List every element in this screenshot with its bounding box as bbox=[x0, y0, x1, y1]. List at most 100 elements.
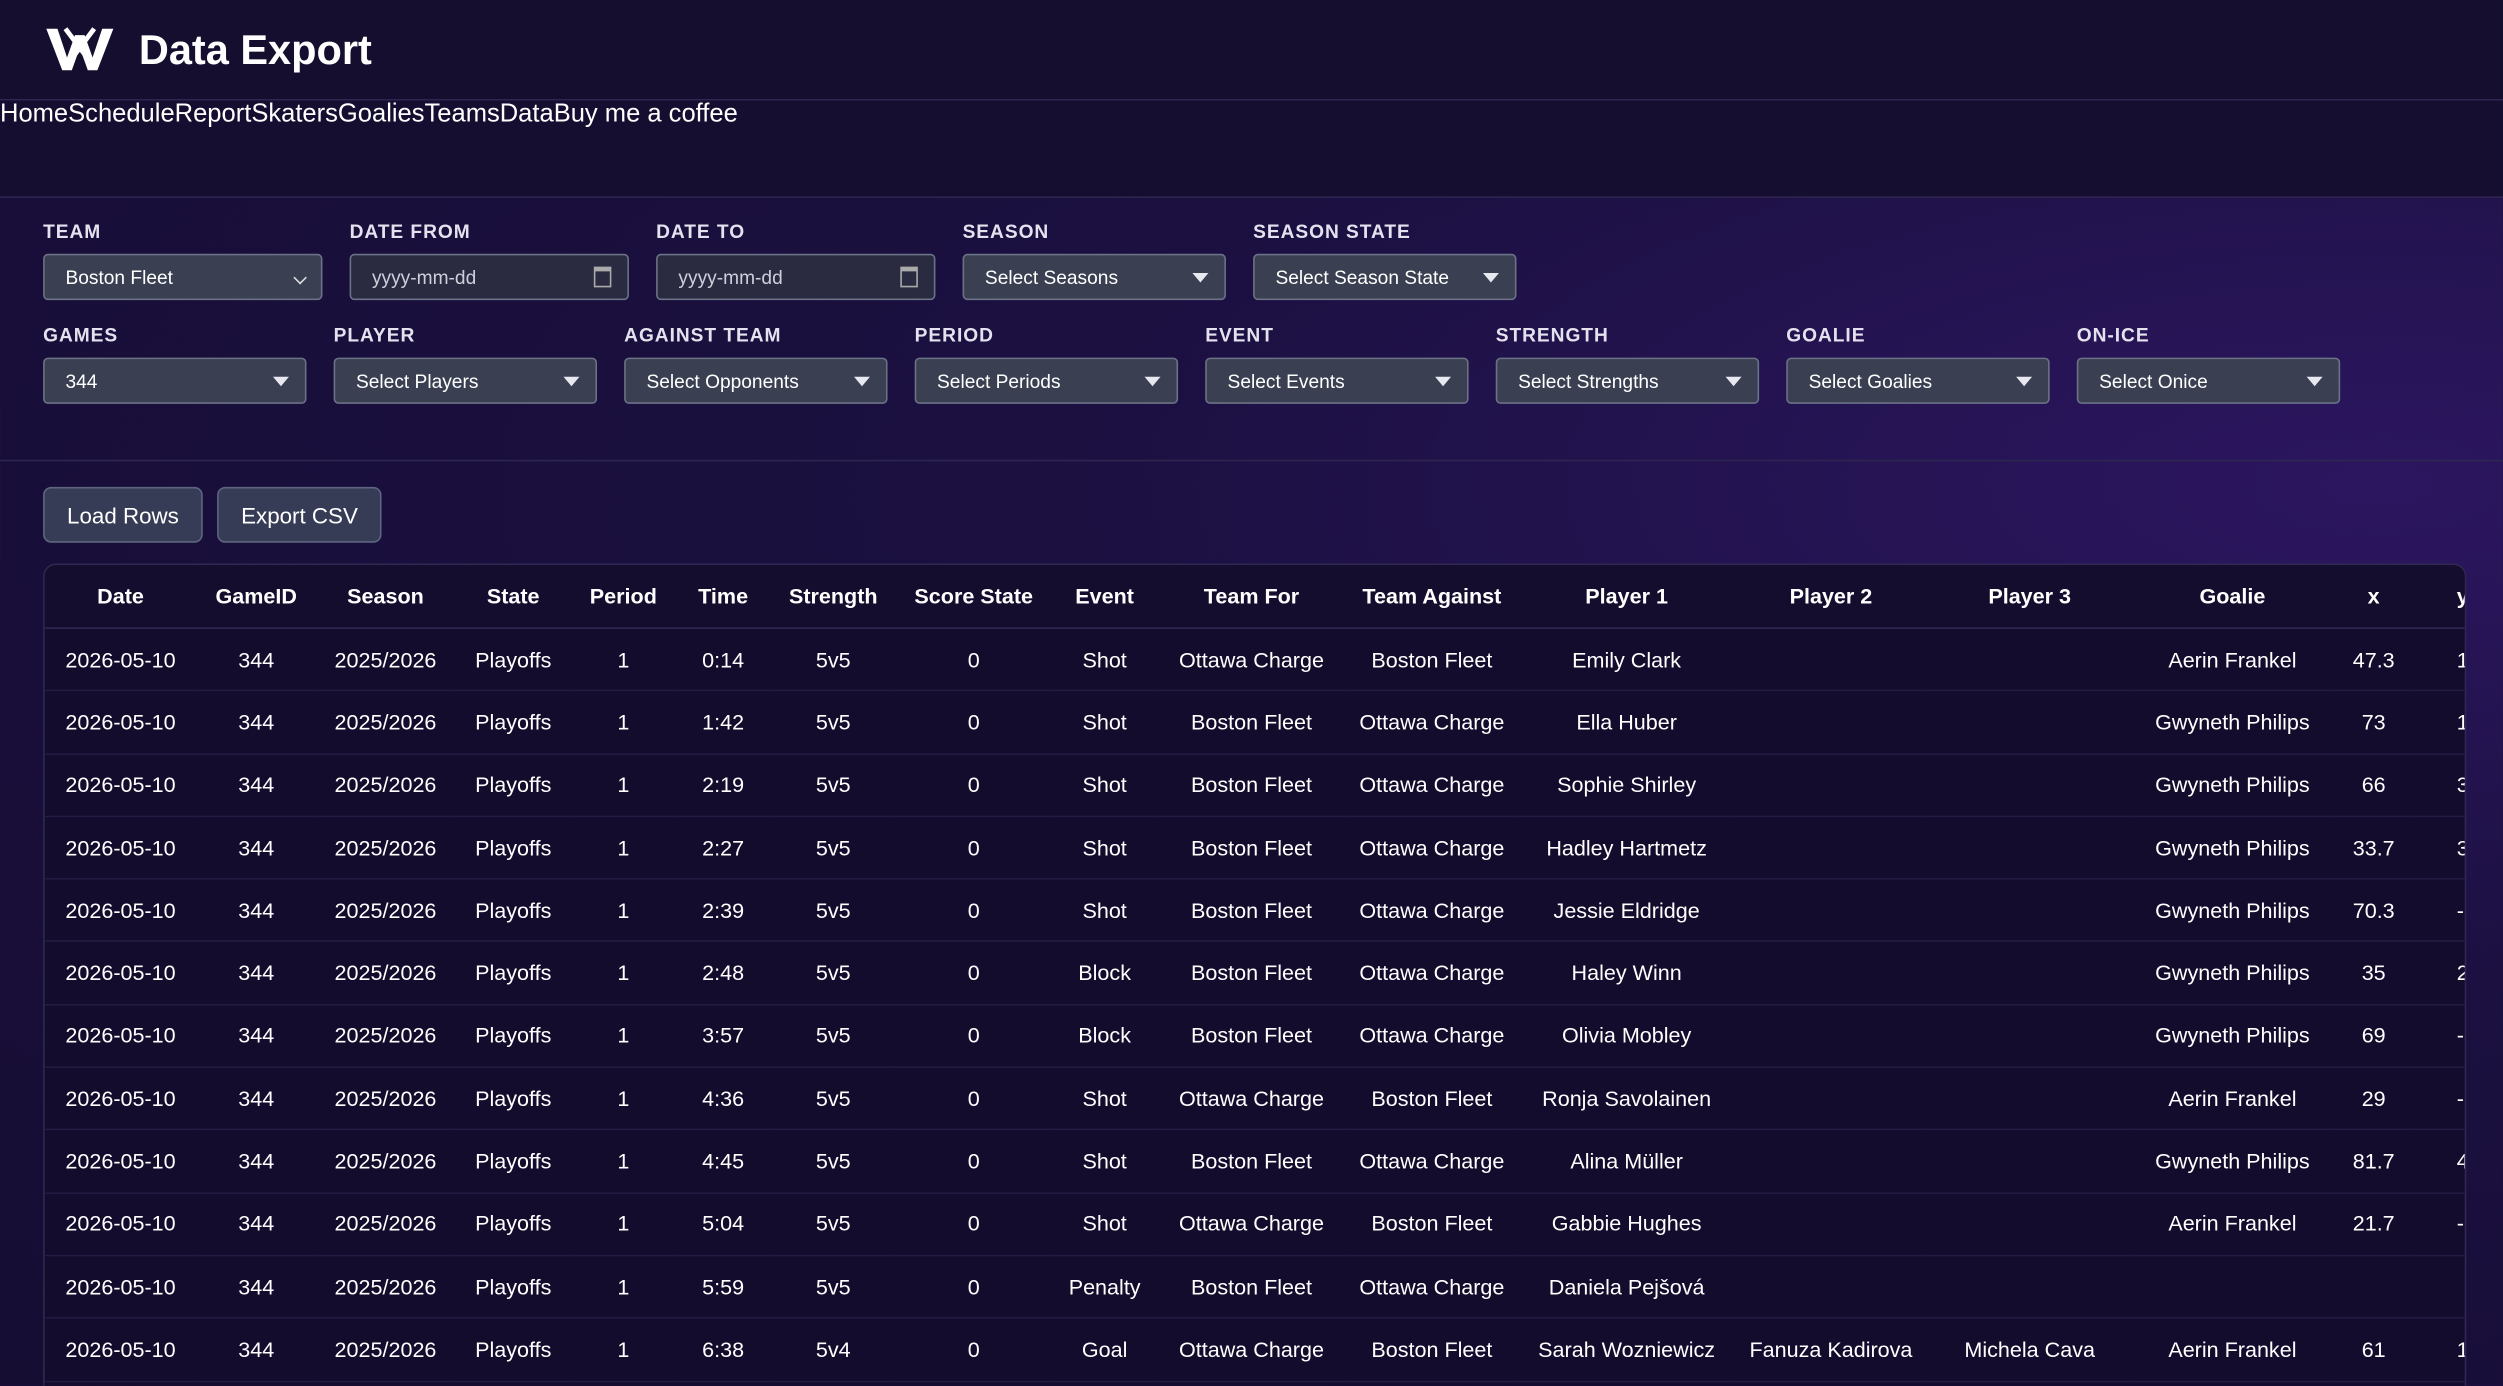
table-cell: 2026-05-10 bbox=[44, 1129, 197, 1194]
table-cell: Playoffs bbox=[454, 1067, 572, 1131]
table-cell: 5v5 bbox=[771, 816, 896, 880]
nav-item[interactable]: Data bbox=[500, 101, 554, 197]
nav-item[interactable]: Schedule bbox=[68, 101, 175, 197]
table-cell: Shot bbox=[1051, 753, 1158, 818]
table-cell: Gwyneth Philips bbox=[2132, 1380, 2333, 1386]
table-row: 2026-05-10 344 2025/2026 Playoffs 1 6:38 5v4 0 G… bbox=[44, 1318, 2465, 1382]
table-cell: Jessie Eldridge bbox=[1518, 879, 1736, 943]
table-cell: 1 bbox=[571, 690, 676, 755]
table-cell: 344 bbox=[196, 753, 317, 818]
table-cell: Boston Fleet bbox=[1157, 1380, 1346, 1386]
table-cell: Boston Fleet bbox=[1157, 1255, 1346, 1319]
table-cell bbox=[1926, 1004, 2133, 1069]
nav-item[interactable]: Home bbox=[0, 101, 68, 197]
table-cell: 4. bbox=[2415, 1129, 2465, 1194]
table-cell bbox=[1926, 879, 2133, 943]
table-cell: Boston Fleet bbox=[1157, 816, 1346, 880]
button[interactable]: Export CSV bbox=[217, 486, 382, 543]
table-cell: Boston Fleet bbox=[1157, 879, 1346, 943]
table-cell: 0 bbox=[895, 941, 1052, 1006]
filter-select[interactable]: Select Season State bbox=[1253, 253, 1517, 301]
filter-value: Boston Fleet bbox=[65, 265, 173, 289]
filter-select[interactable]: Select Players bbox=[333, 357, 598, 404]
filter-select[interactable]: yyyy-mm-dd bbox=[656, 253, 936, 301]
table-cell: Shot bbox=[1051, 879, 1158, 943]
filter-select[interactable]: Boston Fleet bbox=[43, 253, 323, 301]
filter-select[interactable]: Select Opponents bbox=[624, 357, 888, 404]
filter-select[interactable]: Select Periods bbox=[914, 357, 1179, 404]
table-cell: Alina Müller bbox=[1518, 1380, 1736, 1386]
table-cell: Boston Fleet bbox=[1157, 941, 1346, 1006]
table-cell: Playoffs bbox=[454, 941, 572, 1006]
table-cell bbox=[1735, 941, 1927, 1006]
table-cell: -36 bbox=[2415, 1192, 2465, 1257]
filter-value: 344 bbox=[65, 369, 98, 392]
table-row: 2026-05-103442025/2026Playoffs16:495v5-1… bbox=[44, 1380, 2465, 1386]
table-cell bbox=[1926, 1067, 2133, 1131]
table-cell: Gwyneth Philips bbox=[2132, 941, 2333, 1006]
filter-select[interactable]: 344 bbox=[43, 357, 307, 404]
filter: SEASON STATE Select Season State bbox=[1253, 220, 1517, 301]
table-cell: 0 bbox=[895, 1067, 1052, 1131]
filter: AGAINST TEAM Select Opponents bbox=[624, 324, 888, 404]
filter-label: DATE TO bbox=[656, 220, 746, 243]
column-header: Event bbox=[1051, 565, 1158, 629]
filter-label: PERIOD bbox=[914, 324, 994, 347]
nav-item[interactable]: Report bbox=[175, 101, 252, 197]
table-cell: Ottawa Charge bbox=[1345, 879, 1519, 943]
table-cell: 344 bbox=[196, 1380, 317, 1386]
table-cell: 29 bbox=[2332, 1067, 2416, 1131]
nav-item[interactable]: Buy me a coffee bbox=[554, 101, 738, 197]
table-cell: 2025/2026 bbox=[316, 1318, 455, 1382]
table-cell bbox=[1735, 1129, 1927, 1194]
table-cell: 344 bbox=[196, 1067, 317, 1131]
table-row: 2026-05-10 344 2025/2026 Playoffs 1 2:39 5v5 0 S… bbox=[44, 879, 2465, 943]
filter: DATE FROM yyyy-mm-dd bbox=[349, 220, 629, 301]
table-cell: 2025/2026 bbox=[316, 879, 455, 943]
table-cell: Daniela Pejšová bbox=[1518, 1255, 1736, 1319]
table-cell: Ella Huber bbox=[1518, 690, 1736, 755]
logo bbox=[46, 27, 114, 71]
nav-item[interactable]: Teams bbox=[425, 101, 500, 197]
filter-select[interactable]: Select Events bbox=[1205, 357, 1469, 404]
table-cell: 2025/2026 bbox=[316, 1129, 455, 1194]
nav-item[interactable]: Skaters bbox=[251, 101, 338, 197]
filter-label: ON-ICE bbox=[2076, 324, 2150, 347]
table-cell: Playoffs bbox=[454, 1255, 572, 1319]
column-header: Team Against bbox=[1345, 565, 1519, 629]
table-cell: Playoffs bbox=[454, 628, 572, 692]
calendar-icon bbox=[593, 266, 612, 288]
table-cell: Boston Fleet bbox=[1345, 1192, 1519, 1257]
table-cell: 5v5 bbox=[771, 1067, 896, 1131]
filter-select[interactable]: Select Seasons bbox=[962, 253, 1226, 301]
filter-label: SEASON bbox=[962, 220, 1050, 243]
table-cell bbox=[2415, 1255, 2465, 1319]
table-cell: Penalty bbox=[1051, 1255, 1158, 1319]
table-cell bbox=[1926, 753, 2133, 818]
button[interactable]: Load Rows bbox=[43, 486, 203, 543]
table-cell: 0:14 bbox=[675, 628, 772, 692]
table-cell: Ronja Savolainen bbox=[1518, 1067, 1736, 1131]
nav-label: Teams bbox=[424, 100, 500, 128]
column-header: Player 2 bbox=[1735, 565, 1927, 629]
table-cell: Boston Fleet bbox=[1157, 690, 1346, 755]
data-table: Date GameID Season State Period Time Strength S… bbox=[44, 565, 2465, 1386]
table-cell: Gabbie Hughes bbox=[1518, 1192, 1736, 1257]
table-cell: 2025/2026 bbox=[316, 1255, 455, 1319]
table-cell: 81.7 bbox=[2332, 1129, 2416, 1194]
nav-item[interactable]: Goalies bbox=[338, 101, 425, 197]
column-header: y bbox=[2415, 565, 2465, 629]
table-cell: Shot bbox=[1051, 628, 1158, 692]
filter-select[interactable]: Select Strengths bbox=[1495, 357, 1760, 404]
filter-select[interactable]: Select Onice bbox=[2076, 357, 2341, 404]
table-cell: 70.3 bbox=[2332, 879, 2416, 943]
dropdown-arrow bbox=[1482, 272, 1499, 282]
table-row: 2026-05-10 344 2025/2026 Playoffs 1 2:27 5v5 0 S… bbox=[44, 816, 2465, 880]
filter-select[interactable]: Select Goalies bbox=[1786, 357, 2050, 404]
table-cell: 1 bbox=[571, 1318, 676, 1382]
table-cell: 2025/2026 bbox=[316, 753, 455, 818]
table-cell: 344 bbox=[196, 1192, 317, 1257]
table-cell: 2025/2026 bbox=[316, 941, 455, 1006]
column-header: Date bbox=[44, 565, 197, 629]
filter-select[interactable]: yyyy-mm-dd bbox=[349, 253, 629, 301]
